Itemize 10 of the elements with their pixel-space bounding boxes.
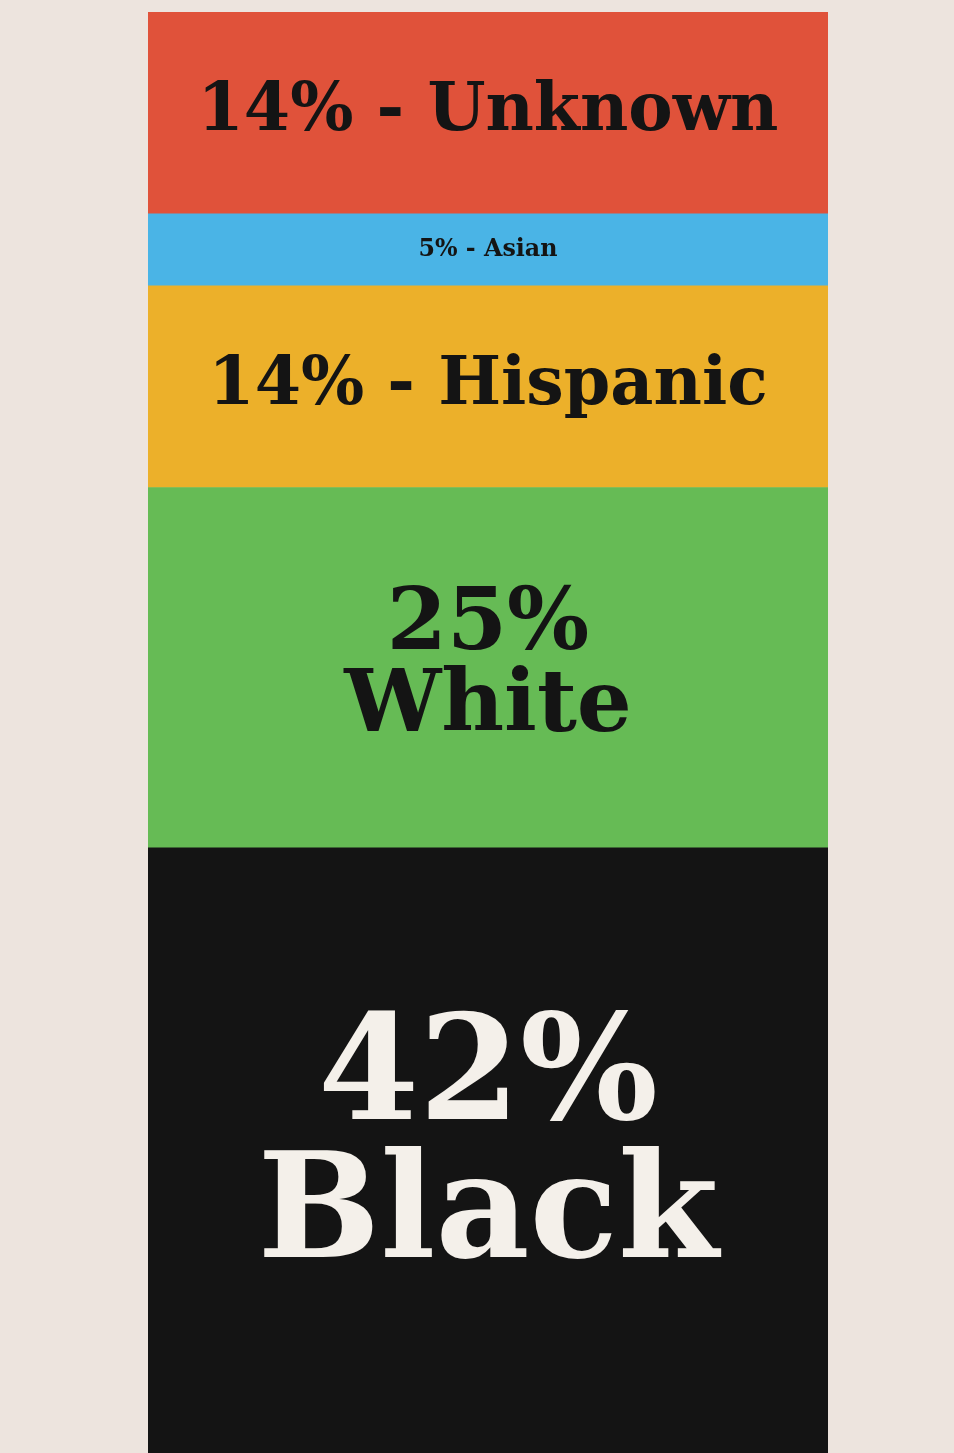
- data-label: 42% Black: [257, 983, 722, 1292]
- bar: [148, 487, 828, 849]
- bar: [148, 847, 828, 1453]
- data-label: 14% - Hispanic: [208, 340, 768, 420]
- data-label: 25% White: [343, 568, 632, 752]
- data-label: 5% - Asian: [418, 233, 558, 262]
- bar: [148, 213, 828, 287]
- bar: [148, 12, 828, 215]
- data-label: 14% - Unknown: [197, 67, 779, 147]
- bar: [148, 285, 828, 488]
